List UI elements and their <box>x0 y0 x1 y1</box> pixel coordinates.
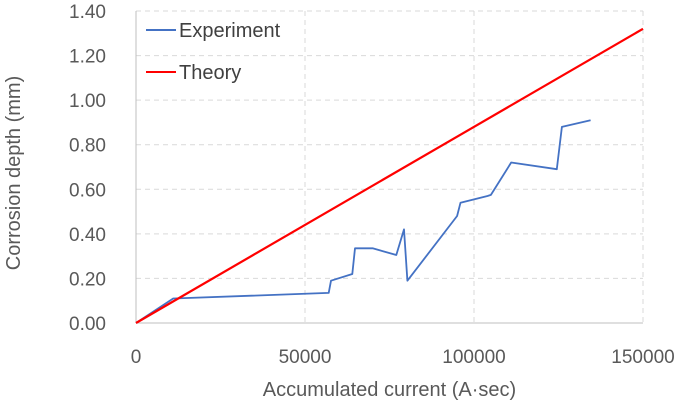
series-line-experiment <box>135 119 591 324</box>
x-tick-label: 100000 <box>442 347 505 368</box>
y-tick-label: 0.00 <box>69 314 106 335</box>
x-axis-title: Accumulated current (A·sec) <box>263 379 516 401</box>
legend: Experiment Theory <box>146 20 281 84</box>
legend-label-theory: Theory <box>179 62 241 84</box>
y-tick-label: 1.00 <box>69 91 106 112</box>
y-tick-label: 0.60 <box>69 180 106 201</box>
y-axis-title: Corrosion depth (mm) <box>3 76 25 271</box>
series-layer <box>135 27 644 324</box>
y-tick-label: 0.20 <box>69 269 106 290</box>
grid-layer <box>136 10 644 323</box>
y-tick-label: 1.40 <box>69 2 106 23</box>
y-tick-label: 0.80 <box>69 136 106 157</box>
x-tick-label: 0 <box>131 347 142 368</box>
legend-label-experiment: Experiment <box>179 20 281 42</box>
series-line-theory <box>135 27 644 324</box>
tick-layer: 0.00 0.20 0.40 0.60 0.80 1.00 1.20 1.40 0 50000 10… <box>69 2 675 368</box>
y-tick-label: 1.20 <box>69 47 106 68</box>
y-tick-label: 0.40 <box>69 225 106 246</box>
axis-layer <box>135 11 643 324</box>
x-tick-label: 50000 <box>279 347 332 368</box>
x-tick-label: 150000 <box>611 347 674 368</box>
